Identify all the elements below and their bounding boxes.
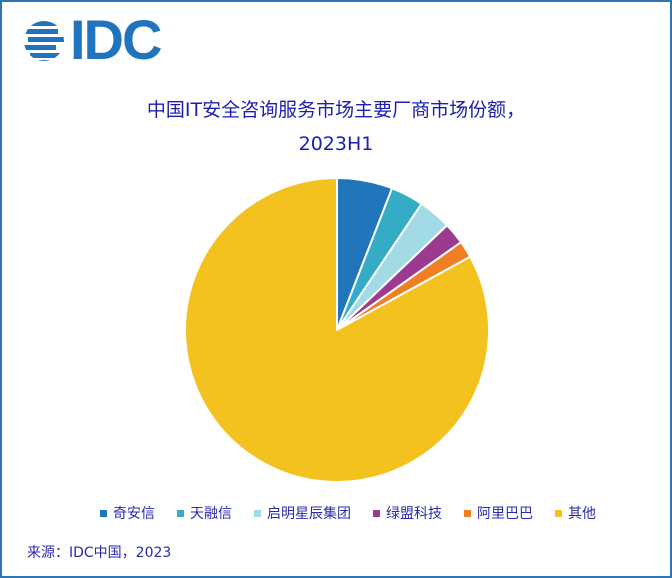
legend-swatch-icon bbox=[254, 509, 261, 517]
legend-label: 启明星辰集团 bbox=[267, 506, 351, 522]
legend-item-alibaba: 阿里巴巴 bbox=[464, 503, 533, 523]
legend-swatch-icon bbox=[555, 509, 562, 517]
legend-swatch-icon bbox=[177, 509, 184, 517]
legend-swatch-icon bbox=[373, 509, 380, 517]
idc-logo-text: IDC bbox=[70, 8, 162, 71]
legend-item-nsfocus: 绿盟科技 bbox=[373, 503, 442, 523]
legend-label: 阿里巴巴 bbox=[477, 506, 533, 522]
legend-label: 奇安信 bbox=[113, 506, 155, 522]
legend-item-topsec: 天融信 bbox=[177, 503, 232, 523]
source-note: 来源：IDC中国，2023 bbox=[27, 545, 172, 561]
legend-swatch-icon bbox=[100, 509, 107, 517]
chart-title-line1: 中国IT安全咨询服务市场主要厂商市场份额， bbox=[146, 99, 526, 121]
pie-slice-5 bbox=[184, 177, 490, 483]
legend-item-others: 其他 bbox=[555, 503, 596, 523]
legend-label: 天融信 bbox=[190, 506, 232, 522]
legend-swatch-icon bbox=[464, 509, 471, 517]
idc-globe-icon bbox=[24, 21, 64, 61]
chart-title-line2: 2023H1 bbox=[298, 133, 374, 155]
chart-legend: 奇安信 天融信 启明星辰集团 绿盟科技 阿里巴巴 其他 bbox=[100, 503, 618, 523]
legend-label: 绿盟科技 bbox=[386, 506, 442, 522]
legend-item-qianxin: 奇安信 bbox=[100, 503, 155, 523]
legend-item-venustech: 启明星辰集团 bbox=[254, 503, 351, 523]
legend-label: 其他 bbox=[568, 506, 596, 522]
